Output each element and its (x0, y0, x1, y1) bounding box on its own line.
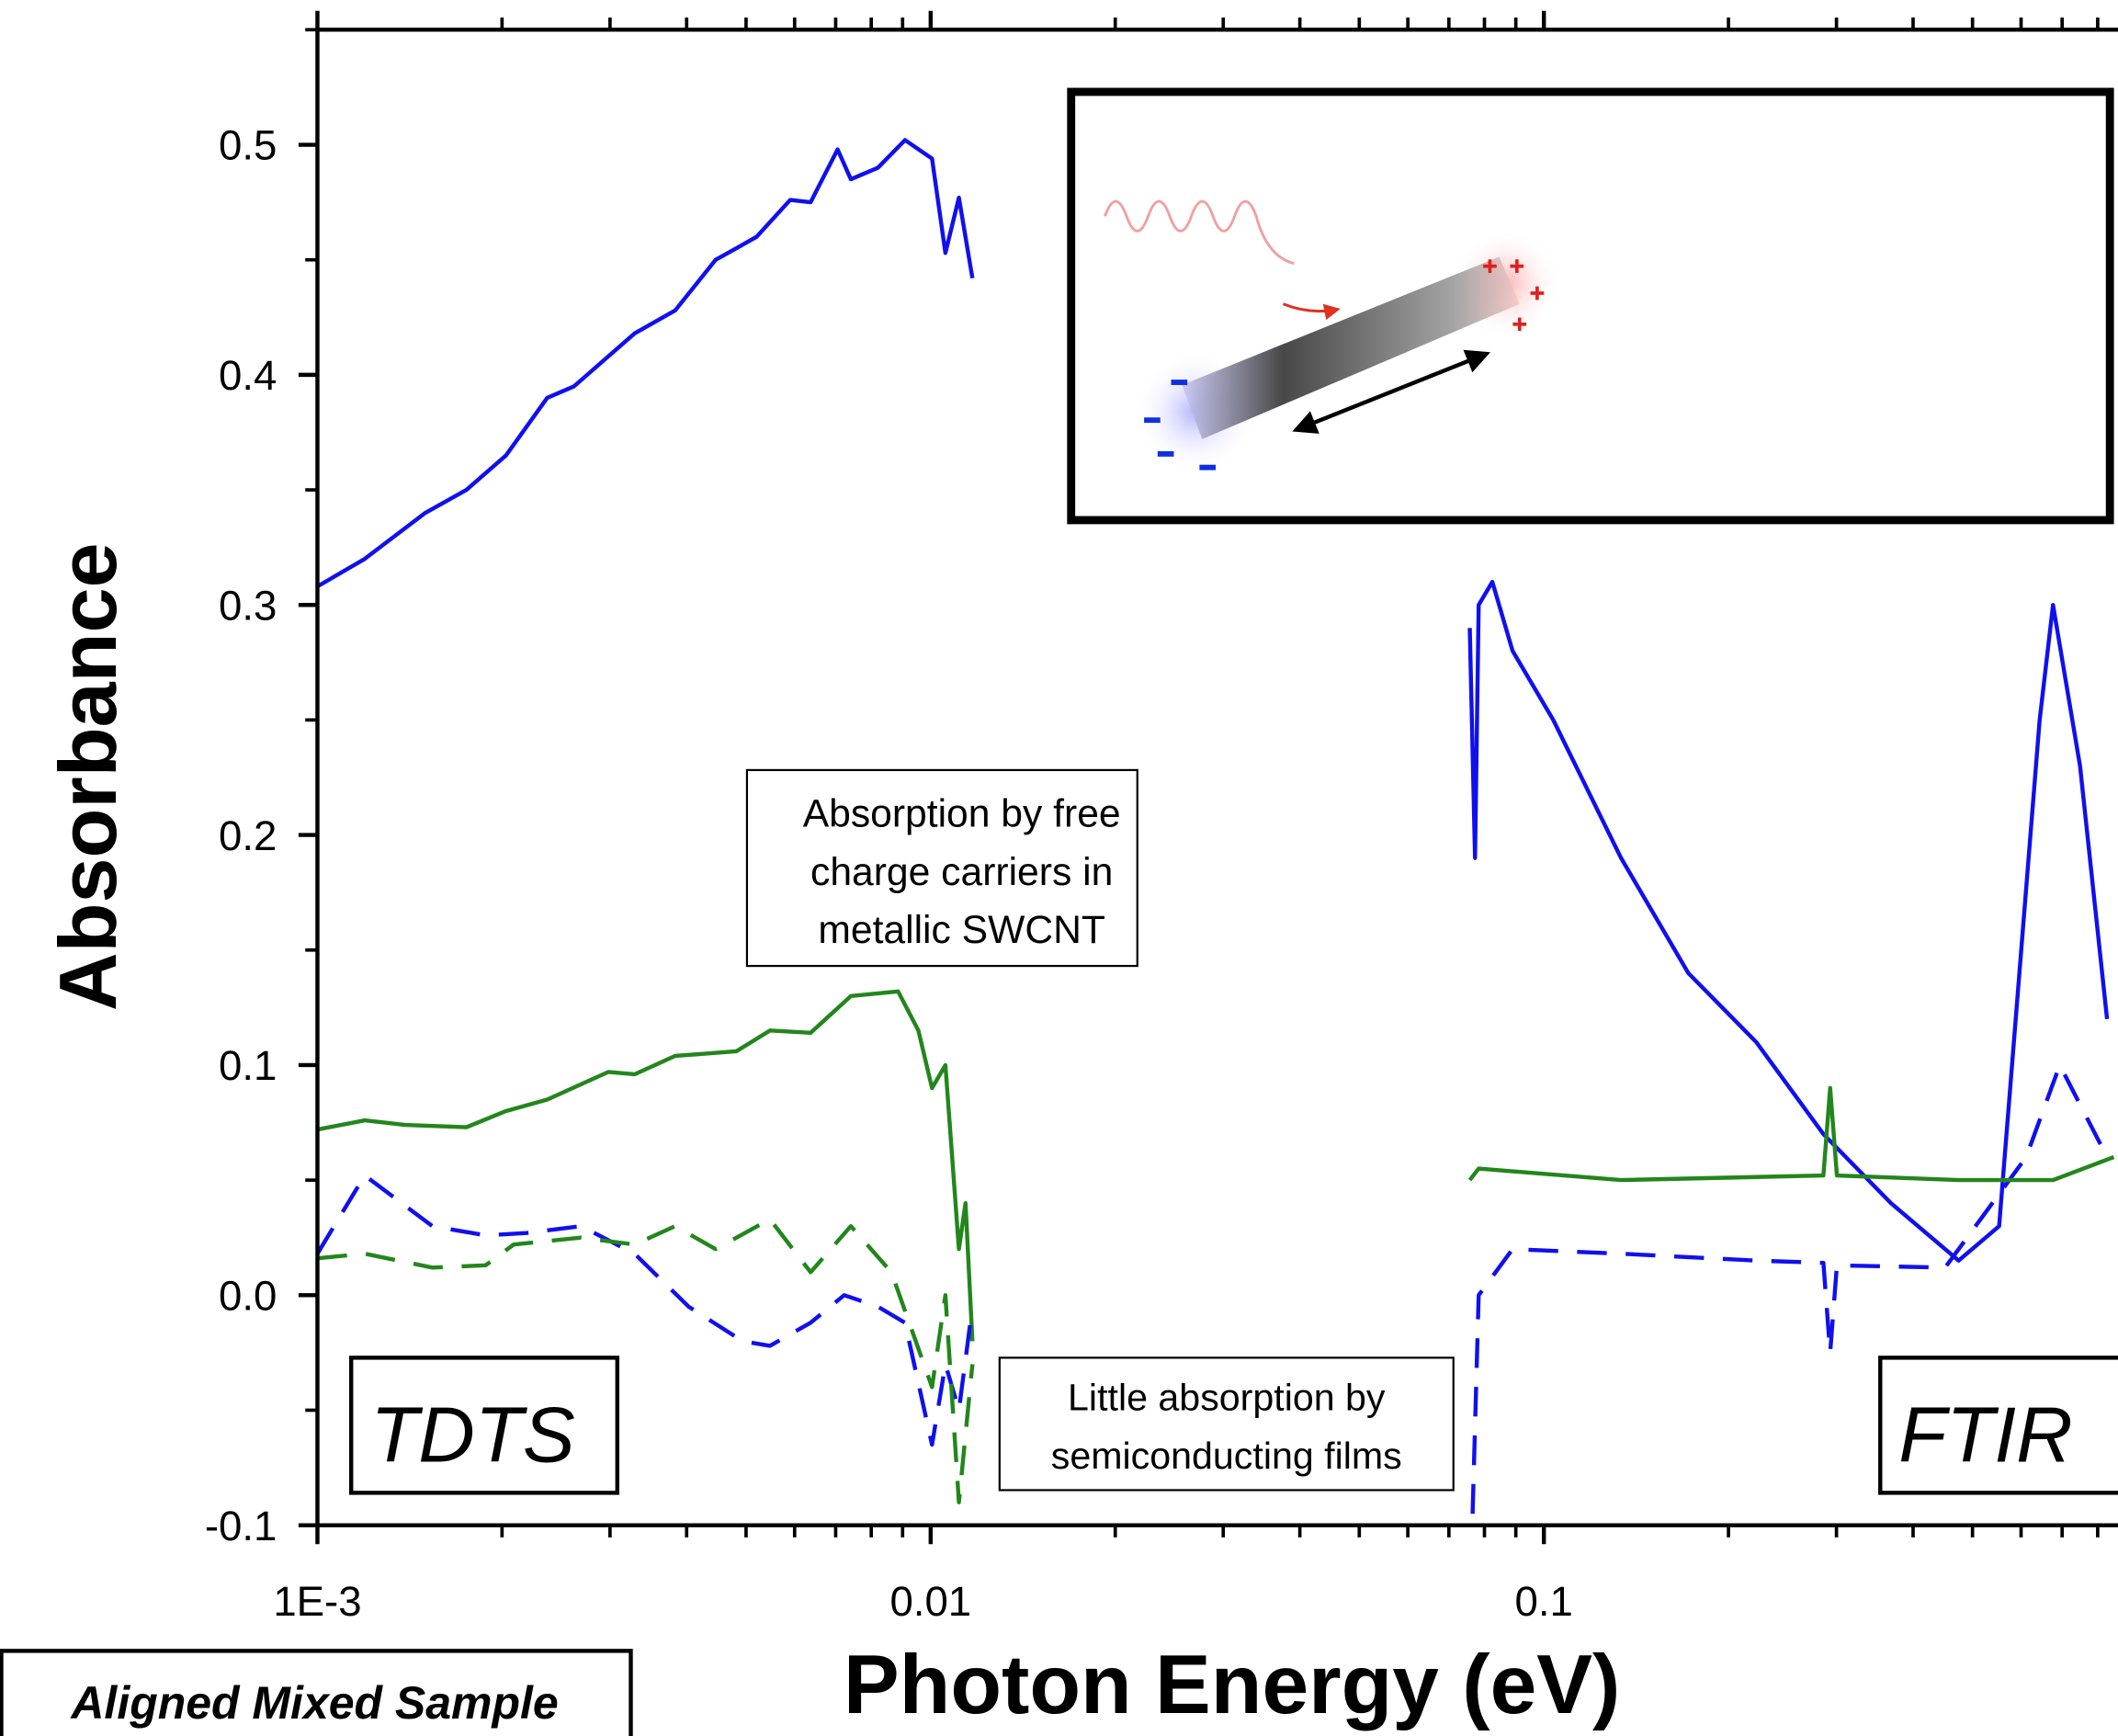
annotation: metallic SWCNT (818, 908, 1105, 952)
label-box (349, 1356, 620, 1495)
length-arrow (1292, 349, 1490, 434)
series-line (1467, 1085, 2115, 1183)
y-tick-label: 0.3 (219, 582, 277, 629)
x-axis-label: Photon Energy (eV) (844, 1638, 1621, 1731)
method-label: TDTS (370, 1392, 575, 1480)
x-tick-label: 0.1 (1515, 1578, 1573, 1625)
wave-arrow (1282, 302, 1341, 321)
y-tick-label: 0.4 (219, 352, 277, 399)
inset (1067, 87, 2114, 525)
series-line (1470, 1062, 2110, 1515)
axes (315, 28, 2118, 1527)
nanotube (1182, 256, 1520, 439)
method-label: FTIR (1898, 1392, 2072, 1480)
series-line (316, 138, 975, 589)
plot (315, 138, 2115, 1515)
charges-negative (1144, 380, 1217, 471)
inset-box (1067, 87, 2114, 525)
series-line (1467, 579, 2110, 1263)
y-tick-label: 0.5 (219, 122, 277, 169)
sample-label: Aligned Mixed Sample (69, 1677, 558, 1729)
y-tick-label: -0.1 (205, 1503, 277, 1549)
x-tick-label: 1E-3 (273, 1578, 361, 1625)
annotation: Absorption by free (803, 792, 1121, 836)
y-tick-label: 0.1 (219, 1042, 277, 1089)
series-line (317, 1217, 975, 1504)
charges-positive (1483, 259, 1545, 332)
series-line (315, 1173, 975, 1447)
y-tick-label: 0.0 (219, 1272, 277, 1319)
sample-box (0, 1649, 633, 1736)
annotation-box (998, 1356, 1455, 1492)
annotation: Little absorption by (1068, 1377, 1386, 1419)
wave (1104, 199, 1295, 266)
label-box (1878, 1356, 2118, 1495)
series-line (317, 989, 975, 1342)
annotation-box (745, 768, 1138, 968)
x-tick-label: 0.01 (889, 1578, 971, 1625)
annotation: charge carriers in (810, 850, 1113, 894)
annotation: semiconducting films (1051, 1435, 1402, 1477)
y-axis-label: Absorbance (42, 542, 133, 1011)
y-tick-label: 0.2 (219, 812, 277, 859)
